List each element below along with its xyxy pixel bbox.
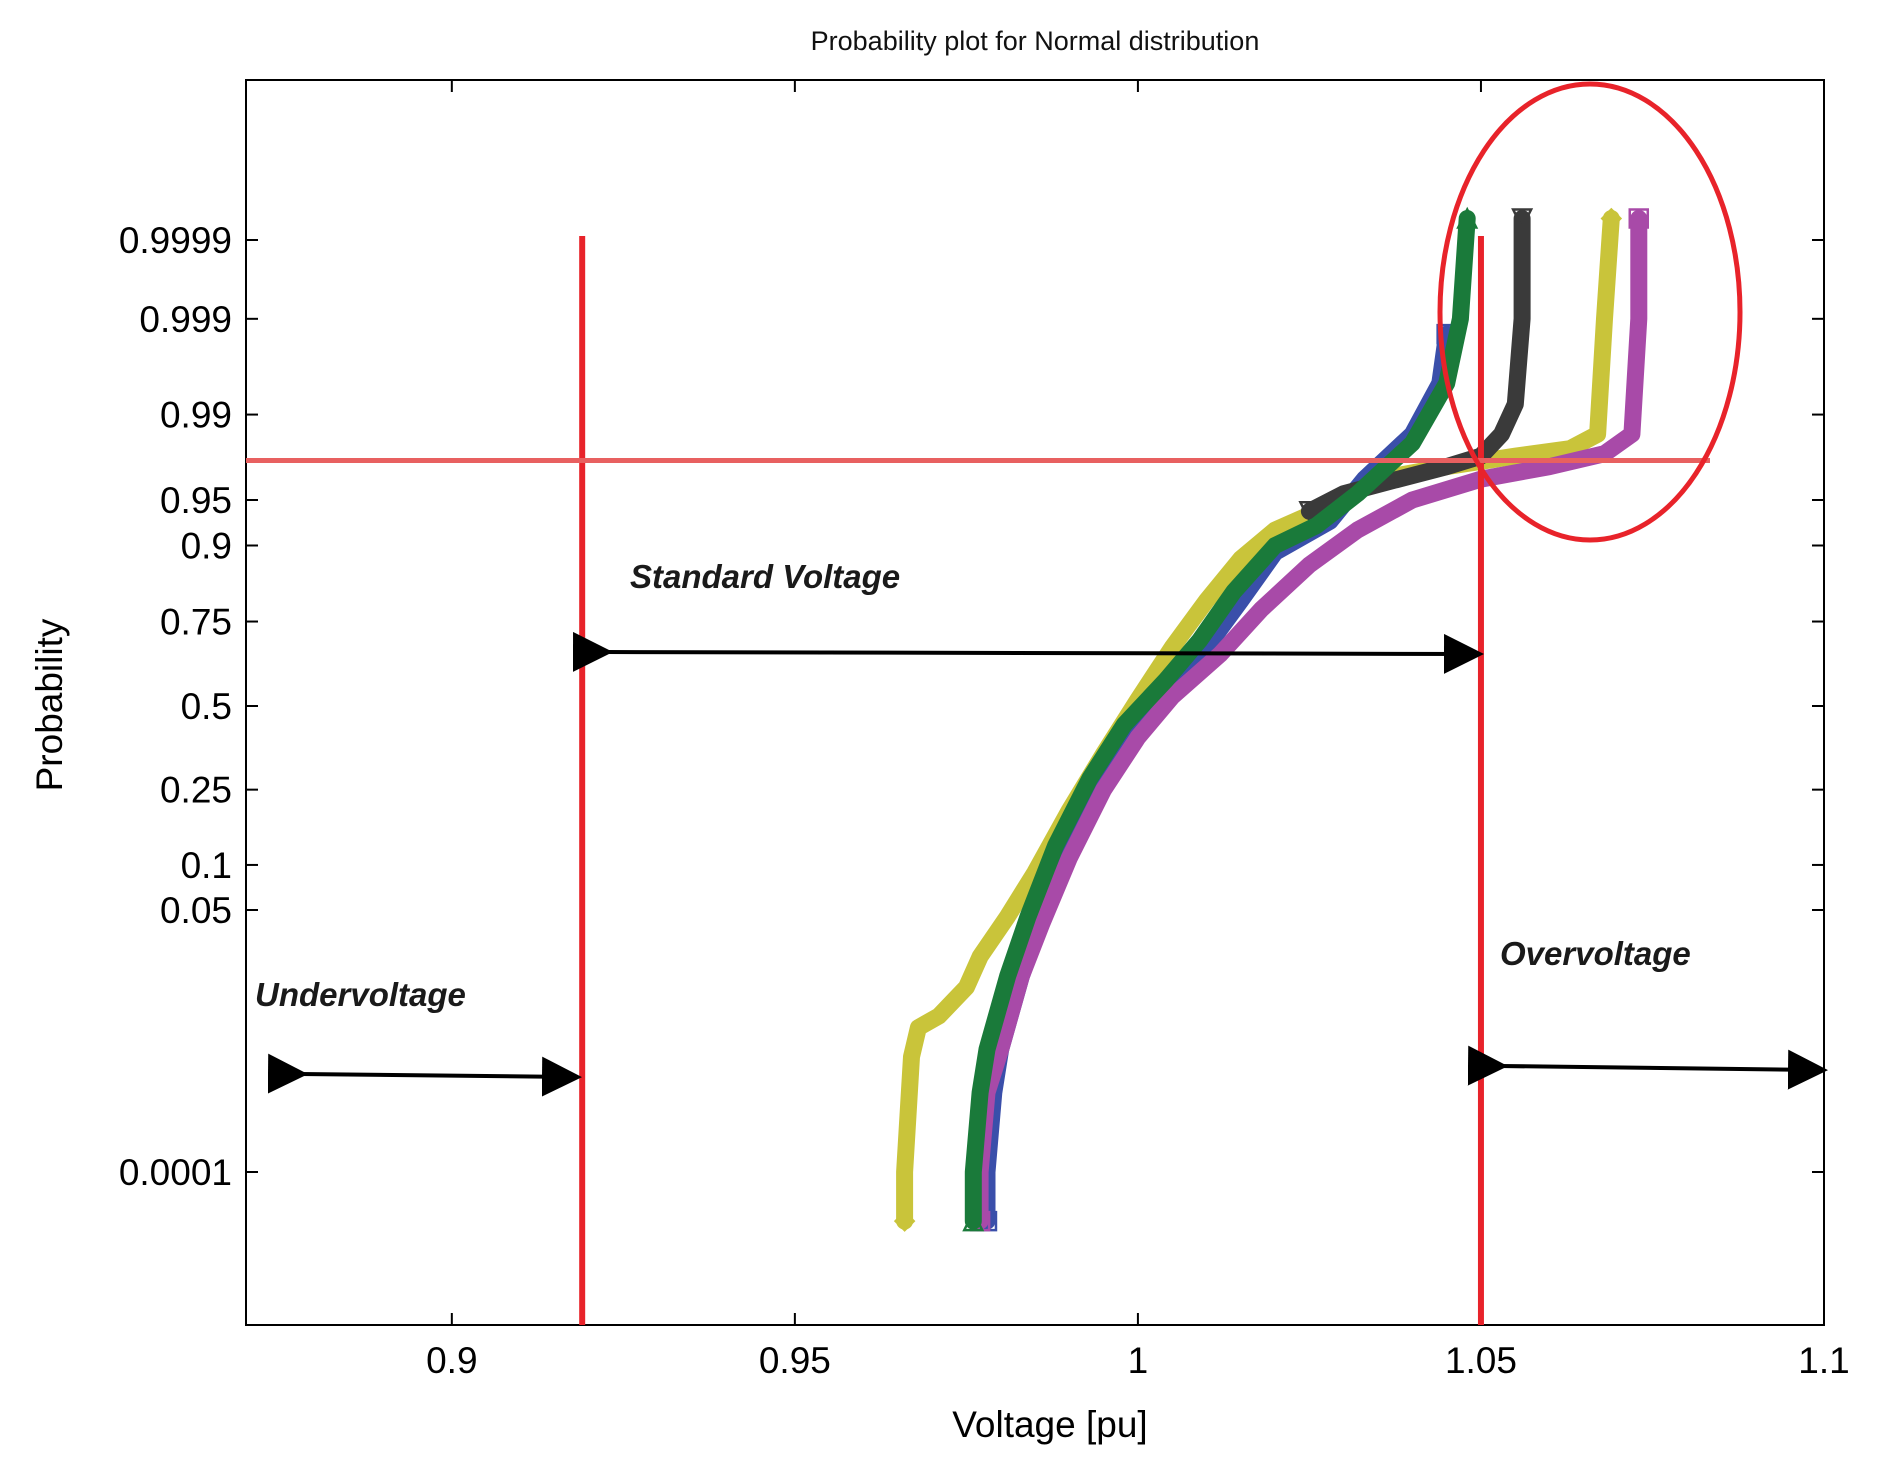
x-tick-label: 1.05 [1445, 1340, 1517, 1381]
series-marker-series-4 [1298, 501, 1321, 524]
series-marker-series-1 [1600, 207, 1623, 230]
y-axis-label: Probability [29, 618, 70, 791]
y-tick-label: 0.9 [181, 525, 232, 566]
y-tick-label: 0.999 [139, 299, 232, 340]
y-tick-label: 0.5 [181, 686, 232, 727]
series-marker-series-3 [1628, 208, 1650, 229]
x-axis-label: Voltage [pu] [952, 1404, 1147, 1445]
standard-voltage-arrow [572, 631, 1484, 674]
x-tick-label: 0.95 [759, 1340, 831, 1381]
y-tick-label: 0.1 [181, 845, 232, 886]
overvoltage-arrow [1467, 1045, 1828, 1090]
plot-area [245, 79, 1825, 1326]
x-tick-label: 1 [1128, 1340, 1149, 1381]
y-tick-label: 0.75 [160, 602, 232, 643]
y-tick-label: 0.95 [160, 480, 232, 521]
undervoltage-arrow [267, 1053, 582, 1097]
series-marker-series-5 [1456, 206, 1479, 229]
series-marker-series-5 [962, 1209, 985, 1232]
overvoltage-highlight-ellipse [1437, 81, 1743, 543]
reference-layer [246, 236, 1710, 1325]
series-marker-series-1 [893, 1210, 916, 1232]
y-tick-label: 0.9999 [119, 220, 232, 261]
y-tick-label: 0.25 [160, 770, 232, 811]
y-tick-label: 0.0001 [119, 1152, 232, 1193]
y-tick-label: 0.05 [160, 890, 232, 931]
overvoltage-label: Overvoltage [1500, 935, 1691, 972]
x-tick-label: 1.1 [1798, 1340, 1849, 1381]
series-line-series-5 [964, 210, 1476, 1230]
y-tick-label: 0.99 [160, 395, 232, 436]
x-tick-label: 0.9 [426, 1340, 477, 1381]
undervoltage-label: Undervoltage [255, 976, 466, 1013]
standard-voltage-label: Standard Voltage [630, 558, 900, 595]
series-marker-series-4 [1511, 208, 1534, 231]
axis-ticks: 0.9 0.95 1 1.05 1.10.00010.050.10.250.50.750… [119, 80, 1850, 1381]
chart-title: Probability plot for Normal distribution [811, 26, 1260, 56]
